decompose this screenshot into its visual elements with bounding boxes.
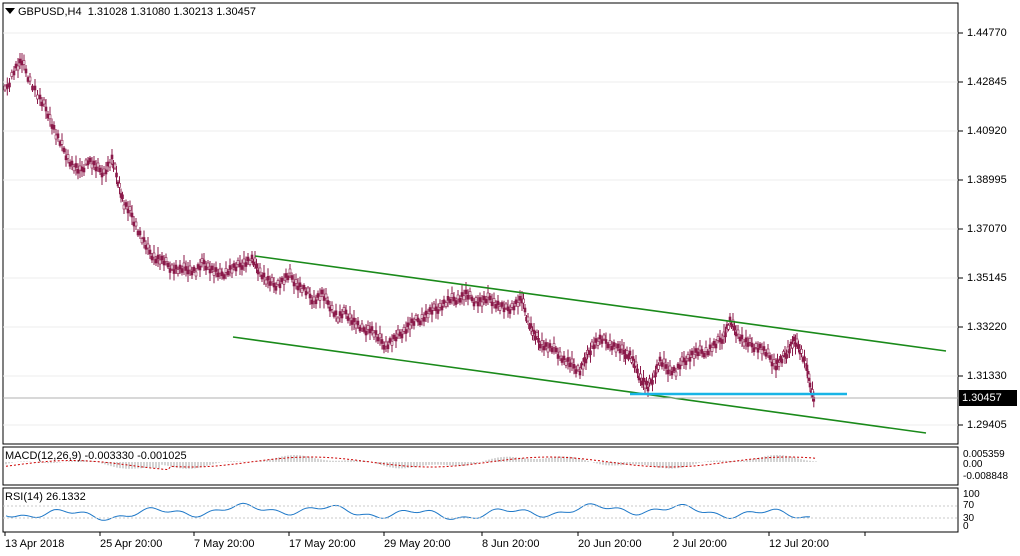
macd-header: MACD(12,26,9) -0.003330 -0.001025 [5, 450, 187, 463]
symbol-timeframe: GBPUSD,H4 [18, 6, 82, 18]
time-label: 20 Jun 20:00 [578, 538, 642, 550]
time-label: 2 Jul 20:00 [673, 538, 727, 550]
rsi-header: RSI(14) 26.1332 [5, 491, 86, 504]
macd-signal-value: -0.001025 [137, 450, 187, 462]
time-label: 25 Apr 20:00 [100, 538, 163, 550]
price-label: 1.31330 [967, 370, 1007, 382]
channel-upper-trendline[interactable] [254, 255, 947, 352]
macd-signal-line [5, 456, 817, 471]
macd-scale-bottom: -0.008848 [963, 471, 1009, 482]
rsi-level-0-label: 0 [963, 521, 969, 532]
price-label: 1.42845 [967, 76, 1007, 88]
price-label: 1.38995 [967, 174, 1007, 186]
rsi-level-30-label: 30 [963, 513, 975, 524]
price-label: 1.37070 [967, 223, 1007, 235]
axis-ticks [4, 32, 963, 536]
rsi-level-70-label: 70 [963, 500, 975, 511]
candlestick-series [3, 53, 816, 408]
chart-header: GBPUSD,H4 1.31028 1.31080 1.30213 1.3045… [18, 6, 256, 19]
price-panel[interactable] [2, 2, 959, 445]
time-label: 13 Apr 2018 [5, 538, 65, 550]
macd-scale-top: 0.005359 [963, 449, 1005, 460]
current-price-badge: 1.30457 [959, 390, 1017, 406]
rsi-value: 26.1332 [45, 491, 86, 503]
time-label: 12 Jul 20:00 [769, 538, 829, 550]
low-value: 1.30213 [173, 6, 214, 18]
rsi-panel[interactable] [2, 487, 959, 533]
price-label: 1.35145 [967, 272, 1007, 284]
price-label: 1.44770 [967, 27, 1007, 39]
macd-scale-mid: 0.00 [963, 459, 983, 470]
rsi-level-100-label: 100 [963, 489, 980, 500]
macd-label: MACD(12,26,9) [5, 450, 82, 462]
time-label: 29 May 20:00 [384, 538, 451, 550]
symbol-menu-icon[interactable] [5, 8, 15, 14]
macd-histogram [5, 455, 817, 469]
price-label: 1.40920 [967, 125, 1007, 137]
time-label: 8 Jun 20:00 [482, 538, 540, 550]
macd-main-value: -0.003330 [84, 450, 135, 462]
channel-lower-trendline[interactable] [232, 336, 927, 434]
rsi-label: RSI(14) [5, 491, 43, 503]
high-value: 1.31080 [130, 6, 171, 18]
time-label: 17 May 20:00 [289, 538, 356, 550]
price-grid [3, 32, 958, 426]
close-value: 1.30457 [216, 6, 256, 18]
price-label: 1.33220 [967, 321, 1007, 333]
open-value: 1.31028 [87, 6, 128, 18]
macd-panel[interactable] [2, 446, 959, 486]
price-label: 1.29405 [967, 419, 1007, 431]
time-label: 7 May 20:00 [194, 538, 255, 550]
